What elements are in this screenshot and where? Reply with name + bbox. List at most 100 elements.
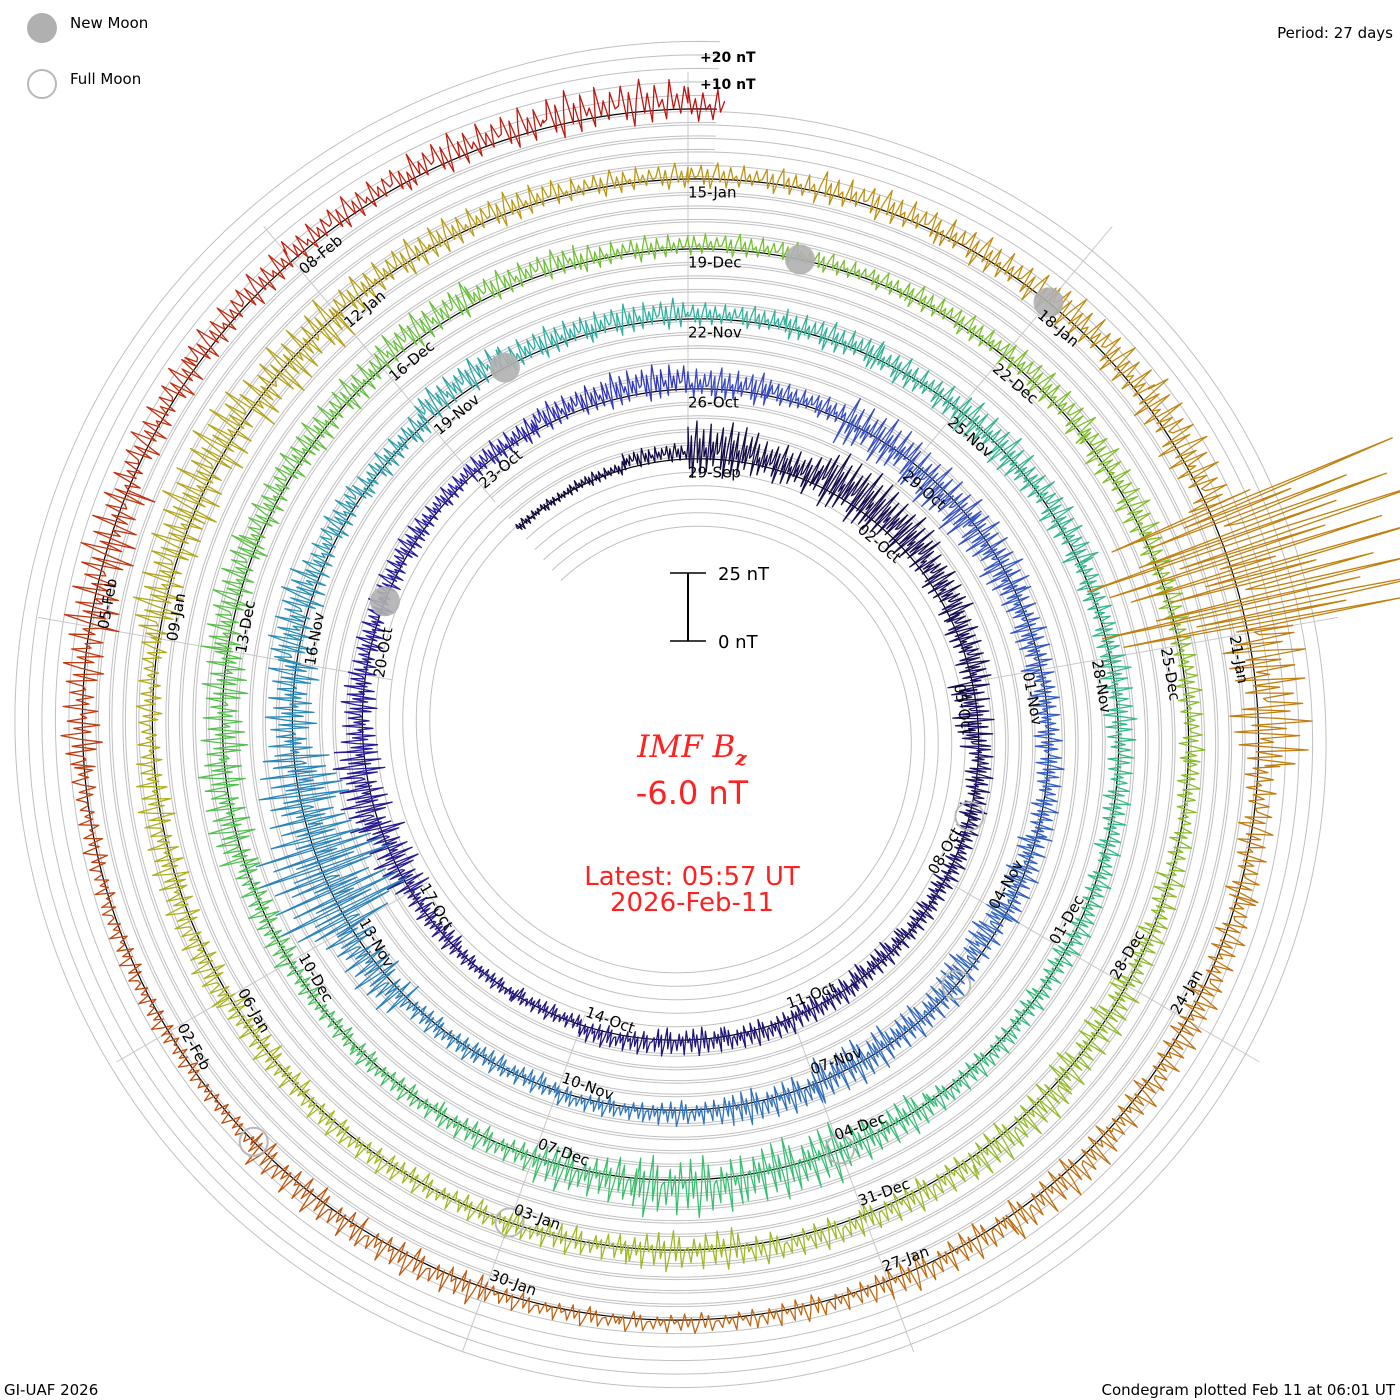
full-moon-marker	[824, 1134, 855, 1165]
bz-trace-day-137	[542, 78, 689, 139]
date-label: 14-Oct	[583, 1003, 637, 1037]
bz-trace-day-15	[723, 1012, 797, 1050]
scale-bar: 25 nT 0 nT	[670, 564, 770, 653]
bz-trace-day-114	[1047, 287, 1155, 397]
grid-spiral	[54, 81, 1287, 1348]
full-moon-marker	[494, 1207, 525, 1238]
bz-trace-day-85	[799, 250, 911, 299]
date-label: 19-Dec	[688, 254, 742, 272]
bz-trace-day-87	[996, 344, 1097, 444]
bz-trace-day-7	[909, 550, 974, 623]
bz-trace-day-43	[641, 1097, 735, 1128]
bz-trace-day-81	[373, 281, 474, 371]
bz-trace-day-134	[184, 249, 294, 368]
grid-label-plus10: +10 nT	[700, 77, 756, 93]
bz-trace-day-35	[1001, 585, 1053, 672]
bz-trace-day-100	[300, 1094, 406, 1181]
bz-trace-day-109	[435, 179, 561, 253]
bz-trace-day-25	[376, 525, 426, 603]
bz-trace-day-124	[618, 1308, 759, 1334]
bz-trace-day-101	[216, 993, 311, 1097]
bz-trace-day-41	[811, 1025, 896, 1104]
bz-trace-day-24	[347, 597, 395, 676]
bz-trace-day-127	[244, 1132, 369, 1241]
bz-trace-day-31	[766, 379, 847, 423]
latest-date: 2026-Feb-11	[610, 888, 774, 918]
bz-trace-day-83	[571, 234, 689, 273]
bz-trace-day-118	[1224, 764, 1281, 904]
bz-trace-day-19	[456, 945, 519, 1002]
full-moon-marker	[238, 1126, 269, 1157]
footer-plot-time: Condegram plotted Feb 11 at 06:01 UT	[1102, 1381, 1396, 1399]
grid-spiral	[108, 135, 1233, 1294]
center-title: IMF Bz	[636, 729, 747, 770]
new-moon-marker	[784, 244, 815, 275]
radial-grid-line	[263, 226, 496, 503]
bz-trace-day-105	[132, 508, 203, 640]
bz-trace-day-12	[896, 873, 953, 940]
bz-trace-day-97	[627, 1227, 750, 1273]
full-moon-legend-icon	[27, 69, 57, 99]
bz-trace-day-69	[739, 1122, 847, 1202]
bz-trace-day-130	[71, 767, 116, 909]
bz-trace-day-60	[950, 397, 1036, 481]
bz-trace-day-50	[264, 659, 320, 757]
date-label: 31-Dec	[856, 1175, 912, 1210]
bz-trace-day-89	[1132, 531, 1192, 645]
bz-trace-day-79	[231, 446, 316, 550]
bz-trace-day-131	[60, 627, 105, 769]
bz-trace-day-138	[687, 86, 726, 122]
bz-trace-day-111	[687, 162, 816, 197]
center-title-subscript: z	[734, 746, 747, 770]
date-label: 22-Nov	[688, 324, 742, 342]
bz-trace-day-13	[848, 928, 910, 990]
date-label: 08-Oct	[924, 824, 965, 877]
radial-grid-line	[461, 1013, 586, 1353]
bz-trace-day-129	[101, 906, 174, 1037]
bz-trace-day-27	[465, 417, 541, 483]
bz-trace-day-93	[1048, 977, 1140, 1091]
bz-trace-day-51	[267, 568, 327, 665]
bz-trace-day-113	[932, 219, 1057, 309]
bz-trace-day-10	[959, 748, 994, 821]
bz-trace-day-65	[1061, 855, 1113, 956]
bz-trace-day-47	[325, 918, 419, 1014]
bz-trace-day-49	[258, 754, 360, 850]
grid-spiral	[135, 162, 1206, 1267]
bz-trace-day-91	[1166, 760, 1201, 876]
bz-trace-day-123	[757, 1274, 896, 1329]
bz-trace-day-29	[604, 364, 689, 410]
bz-trace-day-62	[1074, 556, 1125, 658]
bz-trace-day-71	[531, 1145, 638, 1207]
full-moon-marker	[954, 801, 985, 832]
bz-trace-day-110	[557, 162, 689, 202]
bz-trace-day-84	[687, 233, 803, 265]
bz-trace-day-44	[554, 1086, 644, 1123]
new-moon-legend-icon	[27, 13, 57, 43]
grid-spiral	[41, 67, 1300, 1362]
bz-trace-day-57	[687, 302, 786, 330]
bz-trace-day-1	[566, 460, 627, 496]
date-label: 15-Jan	[688, 184, 736, 202]
bz-trace-day-115	[1133, 378, 1228, 514]
bz-trace-day-125	[483, 1285, 621, 1327]
bz-trace-day-90	[1173, 642, 1206, 763]
bz-trace-day-48	[255, 832, 408, 943]
bz-trace-day-88	[1075, 431, 1160, 535]
bz-trace-day-119	[1179, 893, 1259, 1021]
bz-trace-day-8	[943, 614, 992, 682]
bz-trace-day-132	[63, 488, 156, 633]
center-title-text: IMF B	[636, 729, 735, 765]
grid-label-plus20: +20 nT	[700, 50, 756, 66]
bz-trace-day-103	[135, 763, 190, 891]
bz-trace-day-58	[783, 308, 885, 368]
date-label: 26-Oct	[688, 394, 739, 412]
bz-trace-day-136	[405, 107, 544, 186]
bz-trace-day-42	[731, 1071, 824, 1126]
bz-trace-day-30	[687, 367, 773, 406]
bz-trace-day-64	[1093, 756, 1134, 860]
bz-trace-day-67	[925, 1027, 1015, 1111]
bz-trace-day-133	[113, 358, 204, 503]
bz-trace-day-28	[530, 381, 608, 438]
